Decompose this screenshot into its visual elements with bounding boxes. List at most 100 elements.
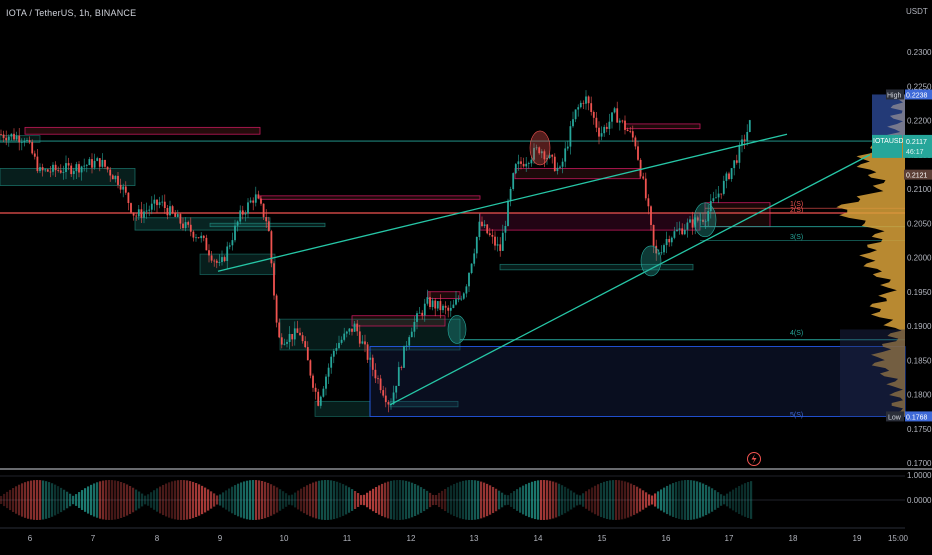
candle-body — [273, 263, 275, 296]
candle-body — [556, 167, 559, 171]
time-tick: 8 — [155, 534, 160, 543]
volume-profile — [836, 94, 905, 417]
indicator-bar — [744, 483, 747, 517]
candle-body — [689, 219, 691, 223]
candle-body — [379, 378, 382, 391]
indicator-bar — [648, 494, 651, 506]
candle-body — [384, 395, 387, 403]
indicator-bar — [180, 480, 183, 520]
candle-body — [218, 262, 221, 263]
candle-body — [85, 165, 88, 166]
candle-body — [704, 221, 707, 223]
upper-trendline[interactable] — [217, 133, 788, 272]
candle-body — [608, 121, 611, 129]
candle-body — [603, 126, 606, 134]
time-axis[interactable]: 6 7 8 9 10 11 12 13 14 15 16 17 18 19 15:00 — [28, 534, 909, 543]
candle-body — [600, 133, 603, 137]
indicator-bar — [18, 484, 21, 516]
indicator-bar — [0, 496, 3, 504]
indicator-bar — [672, 483, 675, 517]
volume-profile-shade — [840, 329, 905, 417]
candle-body — [101, 160, 104, 167]
price-tick: 0.1800 — [907, 391, 932, 400]
candle-body — [299, 332, 301, 336]
candle-body — [403, 345, 405, 368]
high-label: High — [887, 92, 902, 99]
indicator-bar — [489, 485, 492, 515]
candle-body — [397, 367, 400, 386]
candle-body — [616, 108, 619, 123]
indicator-bar — [132, 487, 135, 513]
indicator-bar — [171, 481, 174, 519]
candle-body — [439, 301, 442, 311]
candle-body — [114, 175, 117, 180]
candle-body — [343, 333, 346, 340]
indicator-bar — [162, 484, 165, 516]
symbol-tag: IOTAUSDT — [873, 138, 909, 145]
candle-body — [681, 228, 684, 235]
indicator-bar — [381, 483, 384, 517]
time-tick: 7 — [91, 534, 96, 543]
indicator-bar — [147, 494, 150, 506]
candle-body — [59, 170, 62, 173]
candle-body — [330, 356, 333, 368]
indicator-bar — [60, 487, 63, 513]
indicator-bar — [522, 485, 525, 515]
candle-body — [548, 154, 551, 159]
indicator-bar — [666, 485, 669, 515]
lower-trendline[interactable] — [389, 154, 871, 406]
indicator-bar — [237, 483, 240, 517]
horizontal-levels — [0, 140, 905, 341]
indicator-bar — [426, 490, 429, 510]
candle-body — [387, 402, 390, 405]
candle-body — [200, 235, 203, 239]
candle-body — [504, 226, 507, 233]
price-axis[interactable]: USDT0.23000.22500.22000.21500.21000.2050… — [872, 7, 932, 468]
lightning-icon[interactable] — [747, 452, 761, 466]
candle-body — [673, 231, 676, 238]
candle-body — [20, 141, 23, 143]
indicator-bar — [570, 490, 573, 510]
candle-body — [189, 224, 192, 232]
candle-body — [5, 137, 8, 141]
indicator-bar — [567, 488, 570, 512]
demand-zone — [209, 222, 326, 228]
indicator-bar — [471, 480, 474, 520]
candle-body — [306, 347, 309, 361]
candle-body — [436, 301, 439, 309]
indicator-bar — [108, 480, 111, 520]
indicator-bar — [345, 485, 348, 515]
candle-body — [262, 203, 265, 218]
fib-label: 5(S) — [790, 412, 803, 419]
candle-body — [426, 297, 429, 304]
price-tick: 0.1700 — [907, 459, 932, 468]
candle-body — [195, 237, 197, 239]
indicator-bar — [72, 495, 75, 505]
candle-body — [410, 331, 413, 338]
indicator-bar — [12, 488, 15, 512]
indicator-bar — [468, 480, 471, 520]
candle-body — [244, 213, 247, 215]
candle-body — [135, 215, 138, 217]
indicator-bar — [510, 493, 513, 507]
candle-body — [119, 184, 122, 190]
indicator-tick: 0.0000 — [907, 496, 932, 505]
candle-body — [143, 211, 145, 218]
candle-body — [210, 255, 213, 261]
time-tick: 12 — [407, 534, 416, 543]
supply-zone — [259, 195, 481, 200]
indicator-bar — [453, 484, 456, 516]
candle-body — [184, 222, 187, 229]
time-tick: 15 — [598, 534, 607, 543]
time-tick: 9 — [218, 534, 223, 543]
candle-body — [566, 146, 569, 149]
indicator-bar — [363, 494, 366, 506]
high-value: 0.2238 — [906, 92, 928, 99]
indicator-bar — [3, 493, 6, 507]
indicator-bar — [258, 480, 261, 520]
indicator-bar — [663, 487, 666, 513]
candle-body — [348, 328, 351, 332]
indicator-bar — [252, 480, 255, 520]
